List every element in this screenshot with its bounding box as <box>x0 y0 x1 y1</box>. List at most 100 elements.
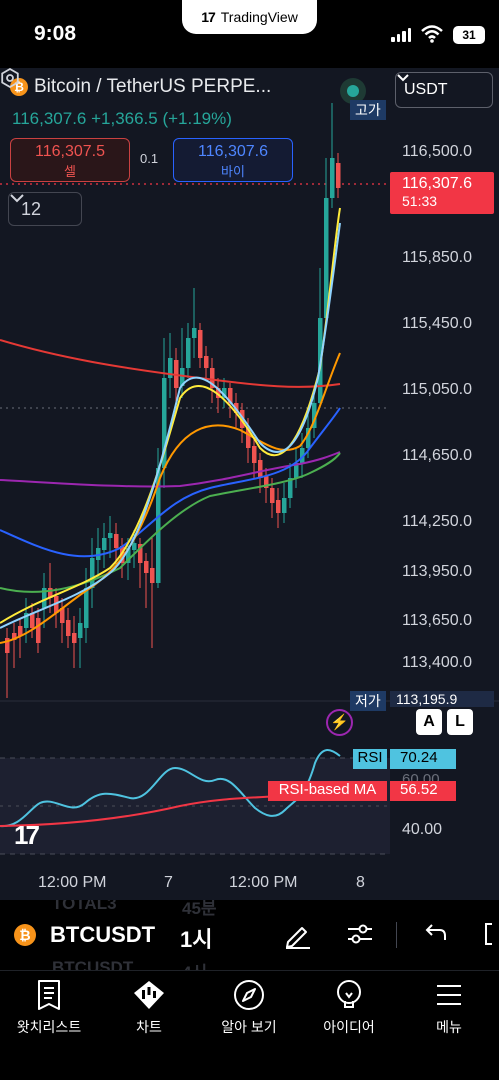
ma-orange <box>0 352 341 644</box>
candle-body <box>150 568 155 583</box>
rsi-level-label: 40.00 <box>402 821 443 838</box>
candle-body <box>294 463 299 478</box>
chevron-down-icon <box>397 74 409 82</box>
chevron-down-icon <box>10 194 24 203</box>
ghost-interval: 4시 <box>182 958 207 970</box>
ma-lightblue <box>0 222 341 629</box>
auto-scale-button[interactable]: A <box>416 709 442 735</box>
rsi-ma-value: 56.52 <box>390 781 456 801</box>
high-marker: 고가 <box>350 100 499 120</box>
lightning-icon[interactable]: ⚡ <box>326 709 353 736</box>
nav-label: 아이디어 <box>323 1019 375 1035</box>
currency-value: USDT <box>404 81 448 98</box>
candle-body <box>288 478 293 498</box>
candle-body <box>252 446 257 463</box>
log-scale-button[interactable]: L <box>447 709 473 735</box>
chart-settings-icon[interactable] <box>0 68 20 88</box>
sell-button[interactable]: 116,307.5 셀 <box>10 138 130 182</box>
candle-body <box>90 558 95 588</box>
undo-icon[interactable] <box>418 918 450 950</box>
candle-body <box>216 388 221 398</box>
nav-label: 알아 보기 <box>221 1019 277 1035</box>
candle-body <box>84 588 89 628</box>
interval-selector[interactable]: 1시 <box>180 927 213 952</box>
candle-body <box>324 198 329 318</box>
symbol-selector[interactable]: BTCUSDT <box>50 922 156 947</box>
current-price-tag: 116,307.6 51:33 <box>390 172 494 214</box>
ma-red <box>0 339 341 388</box>
pen-drawing-icon[interactable] <box>282 918 314 950</box>
ghost-interval: 45분 <box>182 900 217 918</box>
watchlist-icon <box>38 980 60 1010</box>
settings-sliders-icon[interactable] <box>344 918 376 950</box>
nav-menu[interactable]: 메뉴 <box>404 979 494 1037</box>
candle-body <box>180 368 185 386</box>
ghost-symbol: TOTAL3 <box>52 900 117 913</box>
currency-select[interactable]: USDT <box>395 72 493 108</box>
buy-button[interactable]: 116,307.6 바이 <box>173 138 293 182</box>
indicator-toggle-button[interactable]: 12 <box>8 192 82 226</box>
candle-body <box>186 338 191 368</box>
clock: 9:08 <box>34 22 77 45</box>
price-axis-label: 113,400.0 <box>402 654 472 671</box>
candle-body <box>78 623 83 638</box>
candle-body <box>42 588 47 608</box>
candle-body <box>168 358 173 378</box>
candle-body <box>162 378 167 468</box>
nav-explore[interactable]: 알아 보기 <box>204 979 294 1037</box>
bar-countdown: 51:33 <box>402 193 438 209</box>
candle-body <box>198 330 203 358</box>
candle-body <box>60 608 65 623</box>
current-price: 116,307.6 <box>402 175 472 192</box>
high-label: 고가 <box>350 100 386 120</box>
candle-body <box>264 476 269 488</box>
candle-body <box>126 548 131 563</box>
price-axis-label: 114,250.0 <box>402 513 472 530</box>
candle-body <box>300 448 305 463</box>
bulb-icon <box>337 980 361 1008</box>
candle-body <box>222 388 227 398</box>
app-badge-name: TradingView <box>220 9 298 25</box>
nav-label: 메뉴 <box>436 1019 462 1035</box>
candle-body <box>312 403 317 428</box>
fullscreen-icon[interactable] <box>478 918 499 950</box>
nav-ideas[interactable]: 아이디어 <box>304 979 394 1037</box>
low-label: 저가 <box>350 691 386 711</box>
candle-body <box>330 158 335 198</box>
time-axis-label: 12:00 PM <box>229 874 298 891</box>
price-axis-label: 115,450.0 <box>402 315 472 332</box>
candle-body <box>276 500 281 513</box>
candle-body <box>270 488 275 503</box>
sell-price: 116,307.5 <box>35 143 105 160</box>
candle-body <box>18 626 23 636</box>
price-axis-label: 114,650.0 <box>402 447 472 464</box>
candle-body <box>282 498 287 513</box>
time-axis-label: 7 <box>164 874 173 891</box>
toolbar-divider <box>396 922 397 948</box>
candle-body <box>102 538 107 550</box>
price-plot[interactable] <box>0 68 499 900</box>
tradingview-logo-icon: 17 <box>201 9 216 25</box>
market-status-icon[interactable] <box>340 78 366 104</box>
low-value: 113,195.9 <box>390 691 494 707</box>
nav-label: 차트 <box>136 1019 162 1035</box>
chart-pane[interactable]: ₿ Bitcoin / TetherUS PERPE... USDT 116,3… <box>0 68 499 900</box>
rsi-ma-label: RSI-based MA <box>268 781 387 801</box>
symbol-header[interactable]: ₿ Bitcoin / TetherUS PERPE... <box>10 76 271 98</box>
candle-body <box>30 613 35 628</box>
candle-body <box>132 543 137 550</box>
candle-body <box>66 620 71 636</box>
candle-body <box>36 618 41 643</box>
rsi-label: RSI <box>353 749 387 769</box>
compass-icon <box>234 980 264 1010</box>
symbol-title[interactable]: Bitcoin / TetherUS PERPE... <box>34 76 272 97</box>
candle-body <box>204 356 209 368</box>
candle-body <box>228 388 233 403</box>
nav-chart[interactable]: 차트 <box>104 979 194 1037</box>
price-axis-label: 115,050.0 <box>402 381 472 398</box>
battery-indicator: 31 <box>453 26 485 44</box>
indicator-count: 12 <box>21 198 42 219</box>
nav-watchlist[interactable]: 왓치리스트 <box>4 979 94 1037</box>
ma-purple <box>0 451 341 488</box>
candle-body <box>108 533 113 538</box>
